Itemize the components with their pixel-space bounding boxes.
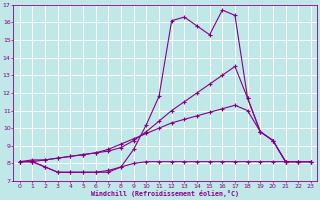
- X-axis label: Windchill (Refroidissement éolien,°C): Windchill (Refroidissement éolien,°C): [91, 190, 239, 197]
